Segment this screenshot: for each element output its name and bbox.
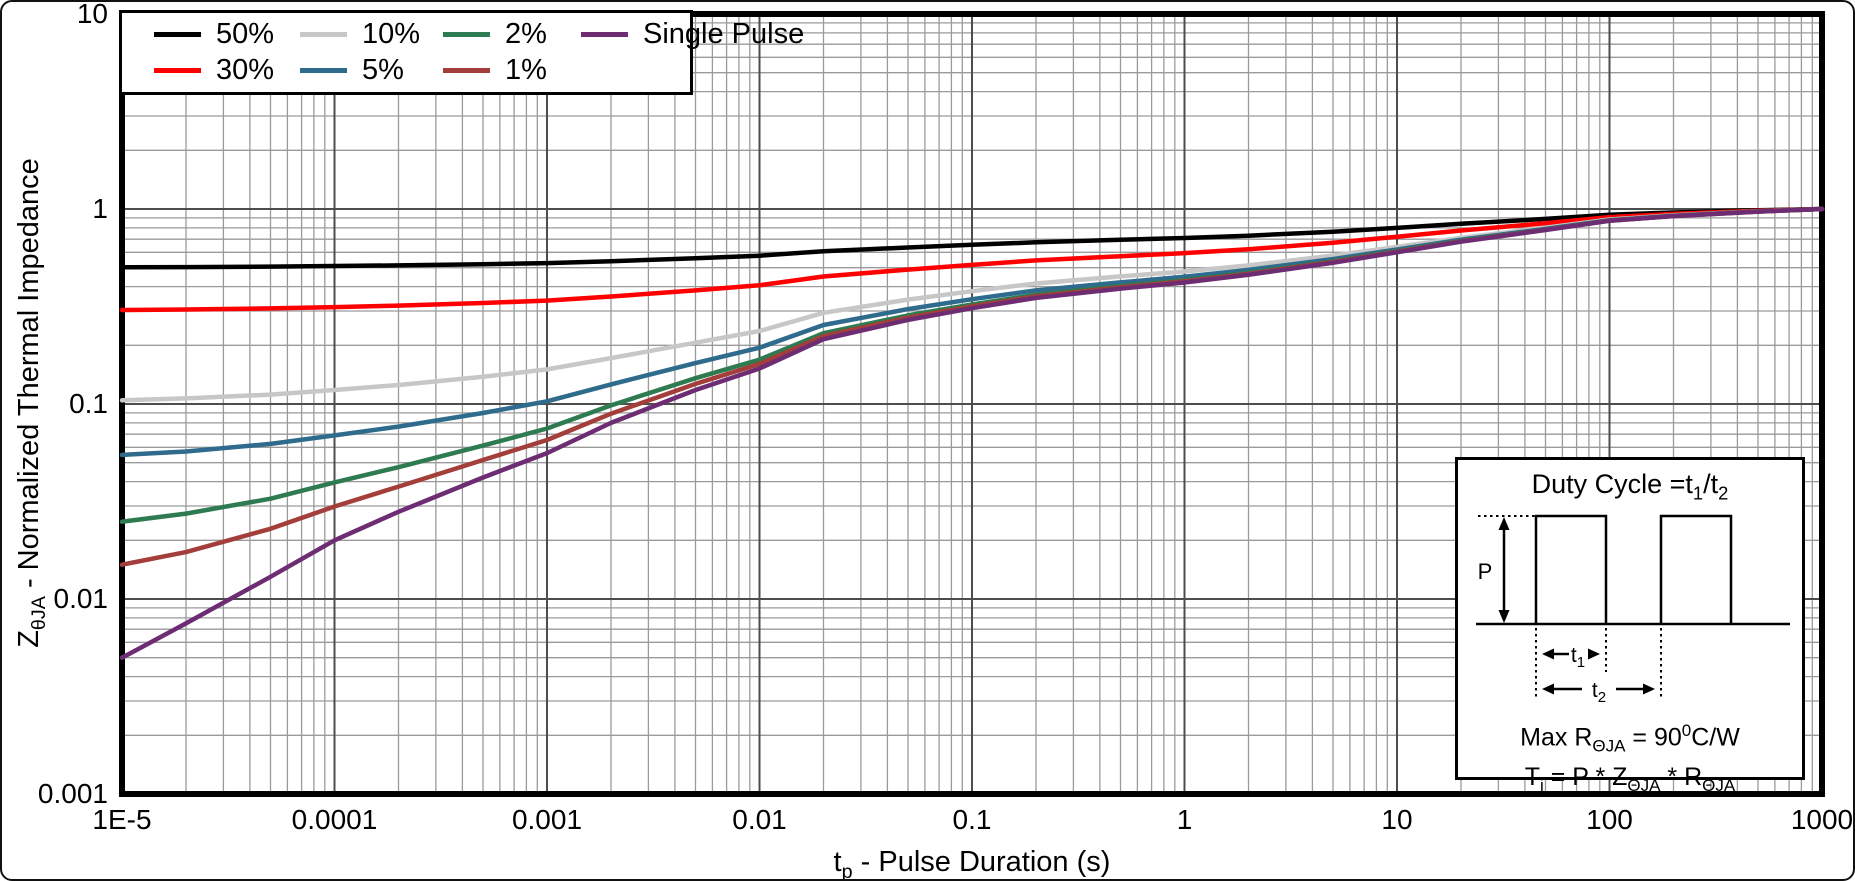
duty-cycle-waveform-diagram: P t1 t2: [1476, 515, 1790, 706]
x-tick-label: 0.0001: [291, 804, 378, 835]
legend-swatch: [300, 32, 347, 38]
gridlines: [122, 14, 1822, 794]
legend-label: 30%: [216, 53, 275, 86]
legend-item: 30%: [154, 53, 300, 89]
x-tick-label: 1E-5: [92, 804, 152, 835]
t2-arrow-right-icon: [1643, 683, 1655, 695]
legend-label: 1%: [505, 53, 547, 86]
inset-title: Duty Cycle =t1/t2: [1531, 469, 1729, 504]
pulse-2: [1659, 515, 1733, 625]
legend-swatch: [581, 32, 628, 38]
legend-label: Single Pulse: [643, 18, 805, 51]
t1-label: t1: [1571, 644, 1585, 671]
p-arrow-up-icon: [1498, 517, 1510, 531]
legend-item: 10%: [300, 17, 443, 53]
x-tick-label: 100: [1586, 804, 1633, 835]
p-arrow-down-icon: [1498, 610, 1510, 624]
legend-label: 2%: [505, 18, 547, 51]
x-tick-label: 1: [1176, 804, 1193, 835]
legend-item: 2%: [443, 17, 581, 53]
legend-swatch: [443, 32, 490, 38]
tj-formula: Tj = P * ZΘJA * RΘJA: [1524, 762, 1736, 795]
curve-single-pulse: [119, 206, 1825, 660]
x-tick-label: 0.001: [511, 804, 583, 835]
legend-item: Single Pulse: [581, 17, 804, 53]
legend-swatch: [443, 67, 490, 73]
t1-arrow-right-icon: [1588, 648, 1600, 660]
x-axis-title: tp - Pulse Duration (s): [833, 846, 1111, 881]
legend-item: 50%: [154, 17, 300, 53]
legend-swatch: [300, 67, 347, 73]
x-tick-label: 0.1: [952, 804, 992, 835]
x-tick-label: 10: [1381, 804, 1413, 835]
curve-30-: [119, 206, 1825, 313]
y-tick-label: 0.01: [53, 583, 109, 614]
y-tick-label: 1: [92, 193, 108, 224]
legend-box: 50% 30% 10% 5% 2% 1% Single Pulse: [119, 10, 804, 95]
max-rtheta-formula: Max RΘJA = 900C/W: [1520, 721, 1740, 756]
y-tick-label: 0.001: [37, 778, 108, 809]
legend-label: 10%: [362, 18, 421, 51]
legend-swatch: [154, 32, 201, 38]
t1-arrow-left-icon: [1542, 648, 1554, 660]
legend-label: 50%: [216, 18, 275, 51]
t2-label: t2: [1592, 679, 1606, 706]
legend-item: 5%: [300, 53, 443, 89]
y-axis-title: ZθJA - Normalized Thermal Impedance: [13, 158, 50, 648]
y-tick-label: 10: [76, 0, 108, 29]
plot-frame: [119, 11, 1825, 797]
duty-cycle-inset: Duty Cycle =t1/t2 P t1: [1455, 457, 1805, 795]
p-label: P: [1478, 559, 1493, 584]
legend-grid: 50% 30% 10% 5% 2% 1% Single Pulse: [122, 13, 804, 92]
x-tick-label: 0.01: [732, 804, 787, 835]
legend-swatch: [154, 67, 201, 73]
y-tick-label: 0.1: [69, 388, 108, 419]
pulse-1: [1534, 515, 1608, 625]
legend-item: 1%: [443, 53, 581, 89]
t2-arrow-left-icon: [1542, 683, 1554, 695]
curve-50-: [119, 206, 1825, 270]
legend-label: 5%: [362, 53, 404, 86]
inset-formulas: Max RΘJA = 900C/W Tj = P * ZΘJA * RΘJA: [1458, 715, 1802, 800]
x-tick-label: 1000: [1790, 804, 1854, 835]
